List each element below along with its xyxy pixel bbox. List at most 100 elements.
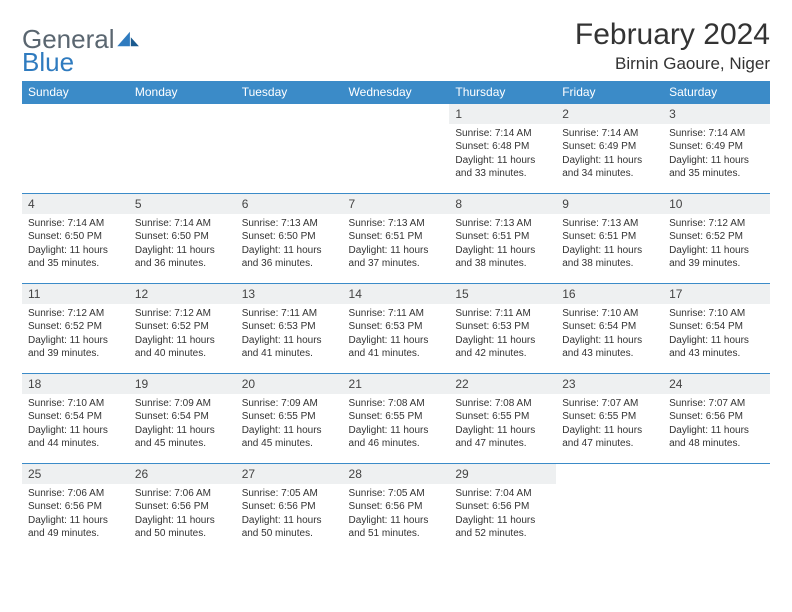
calendar-cell: 17 Sunrise: 7:10 AMSunset: 6:54 PMDayligh… [663,283,770,373]
sunset-text: Sunset: 6:56 PM [242,500,337,514]
daylight-text: Daylight: 11 hours and 48 minutes. [669,424,764,451]
sunrise-text: Sunrise: 7:13 AM [349,217,444,231]
calendar-cell: 18Sunrise: 7:10 AMSunset: 6:54 PMDayligh… [22,373,129,463]
calendar-cell: 2Sunrise: 7:14 AMSunset: 6:49 PMDaylight… [556,103,663,193]
sunrise-text: Sunrise: 7:14 AM [455,127,550,141]
weekday-header: Sunday [22,81,129,104]
day-details: Sunrise: 7:14 AMSunset: 6:49 PMDaylight:… [556,124,663,185]
sunrise-text: Sunrise: 7:10 AM [669,307,764,321]
calendar-row: 4Sunrise: 7:14 AMSunset: 6:50 PMDaylight… [22,193,770,283]
sunrise-text: Sunrise: 7:08 AM [455,397,550,411]
weekday-header-row: Sunday Monday Tuesday Wednesday Thursday… [22,81,770,104]
daylight-text: Daylight: 11 hours and 34 minutes. [562,154,657,181]
calendar-cell: 13Sunrise: 7:11 AMSunset: 6:53 PMDayligh… [236,283,343,373]
weekday-header: Tuesday [236,81,343,104]
daylight-text: Daylight: 11 hours and 52 minutes. [455,514,550,541]
day-details: Sunrise: 7:13 AMSunset: 6:51 PMDaylight:… [556,214,663,275]
calendar-cell: 16Sunrise: 7:10 AMSunset: 6:54 PMDayligh… [556,283,663,373]
weekday-header: Monday [129,81,236,104]
daylight-text: Daylight: 11 hours and 37 minutes. [349,244,444,271]
sunset-text: Sunset: 6:52 PM [28,320,123,334]
header: GeneralBlue February 2024 Birnin Gaoure,… [22,18,770,75]
sunrise-text: Sunrise: 7:11 AM [455,307,550,321]
daylight-text: Daylight: 11 hours and 43 minutes. [669,334,764,361]
sunset-text: Sunset: 6:50 PM [135,230,230,244]
day-number: 27 [236,464,343,484]
daylight-text: Daylight: 11 hours and 45 minutes. [135,424,230,451]
daylight-text: Daylight: 11 hours and 38 minutes. [455,244,550,271]
calendar-cell [556,463,663,553]
calendar-cell: 14Sunrise: 7:11 AMSunset: 6:53 PMDayligh… [343,283,450,373]
sunrise-text: Sunrise: 7:10 AM [28,397,123,411]
day-details: Sunrise: 7:08 AMSunset: 6:55 PMDaylight:… [343,394,450,455]
day-details: Sunrise: 7:09 AMSunset: 6:54 PMDaylight:… [129,394,236,455]
calendar-row: 11Sunrise: 7:12 AMSunset: 6:52 PMDayligh… [22,283,770,373]
day-number: 16 [556,284,663,304]
sunset-text: Sunset: 6:55 PM [562,410,657,424]
calendar-cell: 21Sunrise: 7:08 AMSunset: 6:55 PMDayligh… [343,373,450,463]
sunrise-text: Sunrise: 7:07 AM [562,397,657,411]
day-details: Sunrise: 7:11 AMSunset: 6:53 PMDaylight:… [236,304,343,365]
sunset-text: Sunset: 6:54 PM [28,410,123,424]
sunset-text: Sunset: 6:51 PM [349,230,444,244]
sunset-text: Sunset: 6:56 PM [28,500,123,514]
day-details: Sunrise: 7:11 AMSunset: 6:53 PMDaylight:… [343,304,450,365]
sunset-text: Sunset: 6:51 PM [562,230,657,244]
day-details: Sunrise: 7:13 AMSunset: 6:51 PMDaylight:… [343,214,450,275]
sunset-text: Sunset: 6:54 PM [669,320,764,334]
daylight-text: Daylight: 11 hours and 43 minutes. [562,334,657,361]
calendar-cell: 20Sunrise: 7:09 AMSunset: 6:55 PMDayligh… [236,373,343,463]
sunset-text: Sunset: 6:48 PM [455,140,550,154]
sunrise-text: Sunrise: 7:04 AM [455,487,550,501]
sunset-text: Sunset: 6:55 PM [349,410,444,424]
day-number: 22 [449,374,556,394]
sunrise-text: Sunrise: 7:10 AM [562,307,657,321]
weekday-header: Saturday [663,81,770,104]
daylight-text: Daylight: 11 hours and 50 minutes. [135,514,230,541]
day-details: Sunrise: 7:07 AMSunset: 6:56 PMDaylight:… [663,394,770,455]
calendar-cell: 5Sunrise: 7:14 AMSunset: 6:50 PMDaylight… [129,193,236,283]
day-number: 18 [22,374,129,394]
sunrise-text: Sunrise: 7:11 AM [349,307,444,321]
daylight-text: Daylight: 11 hours and 47 minutes. [562,424,657,451]
sunrise-text: Sunrise: 7:12 AM [135,307,230,321]
sunrise-text: Sunrise: 7:05 AM [349,487,444,501]
sunrise-text: Sunrise: 7:14 AM [28,217,123,231]
day-details: Sunrise: 7:08 AMSunset: 6:55 PMDaylight:… [449,394,556,455]
sunset-text: Sunset: 6:52 PM [135,320,230,334]
sunset-text: Sunset: 6:56 PM [669,410,764,424]
sunset-text: Sunset: 6:55 PM [455,410,550,424]
day-number: 7 [343,194,450,214]
sunset-text: Sunset: 6:56 PM [455,500,550,514]
sunrise-text: Sunrise: 7:05 AM [242,487,337,501]
day-number: 17 [663,284,770,304]
day-number: 13 [236,284,343,304]
day-number: 8 [449,194,556,214]
day-details: Sunrise: 7:14 AMSunset: 6:49 PMDaylight:… [663,124,770,185]
daylight-text: Daylight: 11 hours and 42 minutes. [455,334,550,361]
weekday-header: Wednesday [343,81,450,104]
calendar-cell: 4Sunrise: 7:14 AMSunset: 6:50 PMDaylight… [22,193,129,283]
daylight-text: Daylight: 11 hours and 49 minutes. [28,514,123,541]
day-details: Sunrise: 7:10 AMSunset: 6:54 PMDaylight:… [22,394,129,455]
logo: GeneralBlue [22,18,141,75]
month-title: February 2024 [575,18,770,52]
sunrise-text: Sunrise: 7:08 AM [349,397,444,411]
day-number: 29 [449,464,556,484]
day-details: Sunrise: 7:13 AMSunset: 6:51 PMDaylight:… [449,214,556,275]
daylight-text: Daylight: 11 hours and 39 minutes. [28,334,123,361]
calendar-row: 18Sunrise: 7:10 AMSunset: 6:54 PMDayligh… [22,373,770,463]
daylight-text: Daylight: 11 hours and 36 minutes. [135,244,230,271]
logo-text-b: Blue [22,47,74,77]
day-number: 1 [449,104,556,124]
day-number: 25 [22,464,129,484]
sunset-text: Sunset: 6:51 PM [455,230,550,244]
calendar-cell: 3Sunrise: 7:14 AMSunset: 6:49 PMDaylight… [663,103,770,193]
daylight-text: Daylight: 11 hours and 46 minutes. [349,424,444,451]
sunset-text: Sunset: 6:49 PM [562,140,657,154]
day-details: Sunrise: 7:05 AMSunset: 6:56 PMDaylight:… [343,484,450,545]
sunrise-text: Sunrise: 7:12 AM [28,307,123,321]
calendar-cell: 29 Sunrise: 7:04 AMSunset: 6:56 PMDayligh… [449,463,556,553]
day-details: Sunrise: 7:14 AMSunset: 6:48 PMDaylight:… [449,124,556,185]
calendar-cell [236,103,343,193]
